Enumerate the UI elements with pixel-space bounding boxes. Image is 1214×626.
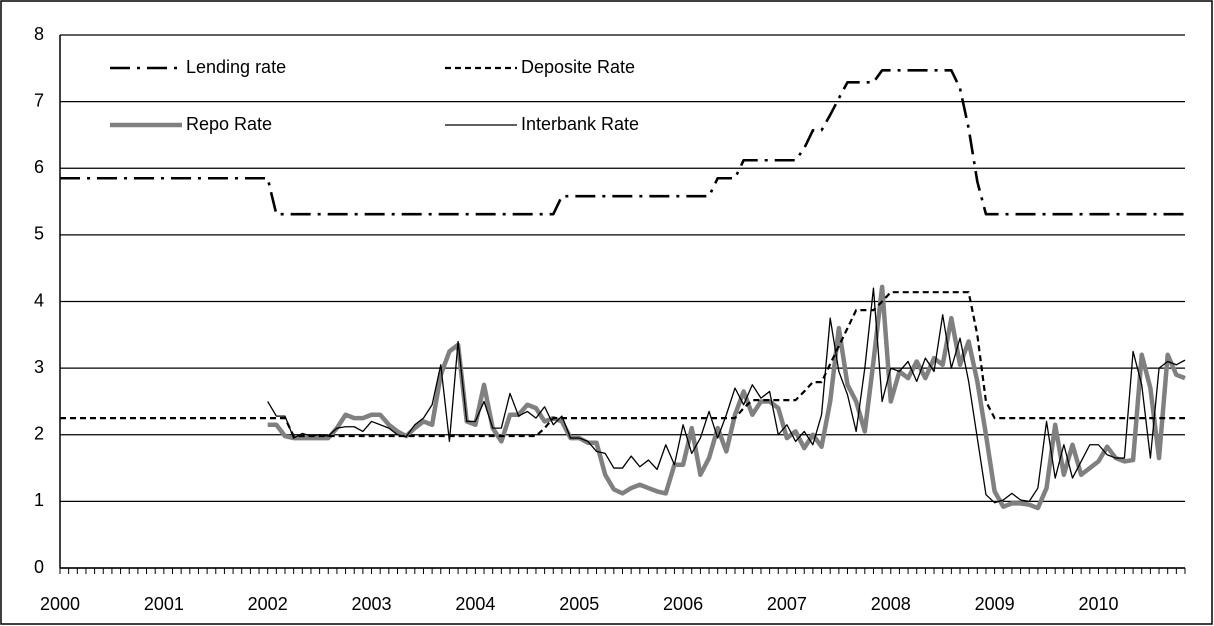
y-tick-label: 1	[34, 490, 44, 510]
y-tick-label: 3	[34, 357, 44, 377]
x-tick-label: 2010	[1078, 594, 1118, 614]
x-tick-label: 2002	[248, 594, 288, 614]
legend-label: Lending rate	[186, 57, 286, 77]
y-tick-label: 2	[34, 424, 44, 444]
y-tick-label: 0	[34, 557, 44, 577]
legend-label: Interbank Rate	[521, 114, 639, 134]
x-tick-label: 2003	[352, 594, 392, 614]
y-tick-label: 4	[34, 290, 44, 310]
x-tick-label: 2005	[559, 594, 599, 614]
x-tick-label: 2008	[871, 594, 911, 614]
x-tick-label: 2006	[663, 594, 703, 614]
x-tick-label: 2007	[767, 594, 807, 614]
y-tick-label: 6	[34, 157, 44, 177]
y-tick-label: 5	[34, 224, 44, 244]
legend-label: Repo Rate	[186, 114, 272, 134]
series-line	[60, 291, 1185, 438]
x-tick-label: 2004	[455, 594, 495, 614]
series-line	[60, 69, 1185, 216]
x-tick-label: 2009	[975, 594, 1015, 614]
series-line	[267, 287, 1186, 504]
x-tick-label: 2000	[40, 594, 80, 614]
legend-label: Deposite Rate	[521, 57, 635, 77]
y-tick-label: 8	[34, 24, 44, 44]
y-tick-label: 7	[34, 90, 44, 110]
x-tick-label: 2001	[144, 594, 184, 614]
series-line	[267, 284, 1186, 511]
